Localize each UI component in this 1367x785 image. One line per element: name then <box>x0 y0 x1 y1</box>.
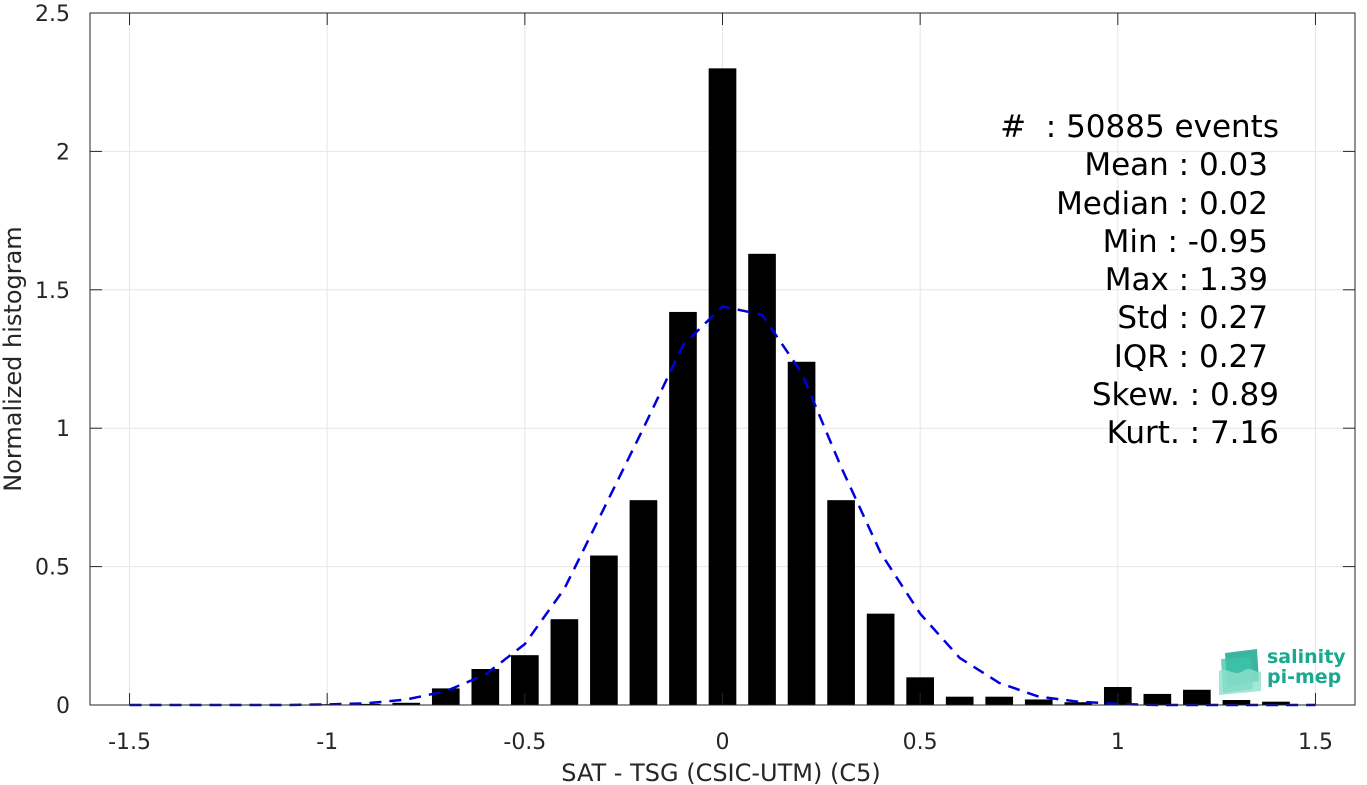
x-axis-ticks: -1.5 -1 -0.5 0 0.5 1 1.5 <box>108 13 1333 755</box>
bar-18 <box>1024 699 1053 705</box>
x-tick-label-3: 0 <box>716 730 730 755</box>
stat-iqr: IQR : 0.27 <box>1113 338 1268 375</box>
stat-count: # : 50885 events <box>1000 109 1279 145</box>
bar-23 <box>1222 700 1251 705</box>
bar-17 <box>985 696 1014 705</box>
x-tick-label-5: 1 <box>1111 730 1125 755</box>
stat-mean: Mean : 0.03 <box>1084 147 1268 184</box>
bar-13 <box>827 500 855 705</box>
bar-14 <box>866 613 895 705</box>
bar-21 <box>1143 693 1172 705</box>
y-tick-label-1: 0.5 <box>35 556 70 581</box>
bar-2 <box>392 702 421 705</box>
bar-9 <box>669 311 697 705</box>
y-tick-label-5: 2.5 <box>35 2 70 27</box>
salinity-pimep-logo: salinity pi-mep <box>1217 647 1347 697</box>
stats-annotation: # : 50885 events Mean : 0.03 Median : 0.… <box>1000 108 1279 453</box>
x-tick-label-2: -0.5 <box>503 730 546 755</box>
x-tick-label-1: -1 <box>316 730 338 755</box>
bar-7 <box>590 555 618 705</box>
stat-kurt: Kurt. : 7.16 <box>1106 415 1279 452</box>
stat-std: Std : 0.27 <box>1117 300 1268 337</box>
x-tick-label-4: 0.5 <box>903 730 938 755</box>
stat-skew: Skew. : 0.89 <box>1091 377 1279 414</box>
bar-8 <box>629 500 658 705</box>
bar-16 <box>945 696 974 705</box>
stat-max: Max : 1.39 <box>1104 262 1268 299</box>
bar-12 <box>787 361 816 705</box>
x-axis-title: SAT - TSG (CSIC-UTM) (C5) <box>561 759 880 785</box>
logo-text: salinity pi-mep <box>1267 647 1346 687</box>
stat-min: Min : -0.95 <box>1102 223 1268 260</box>
y-axis-title: Normalized histogram <box>0 226 27 491</box>
bar-19 <box>1064 702 1093 705</box>
y-tick-label-2: 1 <box>56 417 70 442</box>
y-tick-label-0: 0 <box>56 694 70 719</box>
bar-1 <box>352 703 381 705</box>
wave-logo-icon <box>1219 649 1261 695</box>
bar-11 <box>748 253 776 706</box>
logo-line1: salinity <box>1267 646 1346 668</box>
bar-3 <box>431 688 460 705</box>
x-tick-label-0: -1.5 <box>108 730 151 755</box>
bar-22 <box>1183 689 1211 705</box>
bar-6 <box>550 619 579 705</box>
x-tick-label-6: 1.5 <box>1298 730 1333 755</box>
y-tick-label-3: 1.5 <box>35 279 70 304</box>
bar-10 <box>708 68 737 706</box>
bar-24 <box>1262 701 1290 705</box>
logo-line2: pi-mep <box>1267 666 1342 688</box>
y-tick-label-4: 2 <box>56 140 70 165</box>
stat-median: Median : 0.02 <box>1056 185 1268 222</box>
y-axis-ticks: 0 0.5 1 1.5 2 2.5 <box>35 2 1355 719</box>
